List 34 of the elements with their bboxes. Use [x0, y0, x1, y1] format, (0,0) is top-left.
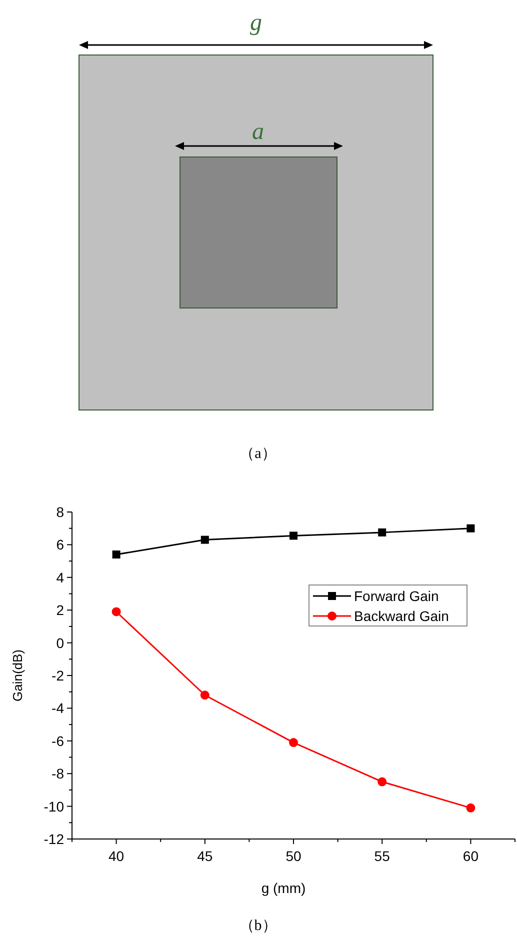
- x-tick-label: 55: [374, 848, 390, 864]
- x-tick-label: 40: [108, 848, 124, 864]
- legend-label: Backward Gain: [354, 608, 449, 624]
- y-tick-label: 2: [56, 602, 64, 618]
- y-axis-title: Gain(dB): [10, 649, 25, 702]
- point: [378, 528, 386, 536]
- x-tick-label: 45: [197, 848, 213, 864]
- y-tick-label: -2: [52, 668, 64, 684]
- text: g: [250, 10, 262, 36]
- y-tick-label: 8: [56, 504, 64, 520]
- x-tick-label: 60: [462, 848, 479, 864]
- point: [200, 690, 210, 700]
- text: a: [252, 119, 264, 145]
- x-tick-label: 50: [286, 848, 302, 864]
- y-tick-label: 0: [56, 634, 64, 651]
- y-tick-label: -6: [52, 732, 64, 749]
- x-axis-title: g (mm): [261, 880, 306, 896]
- y-tick-label: -12: [44, 831, 64, 847]
- point: [200, 536, 209, 544]
- point: [466, 524, 475, 532]
- y-tick-label: 4: [56, 569, 64, 586]
- legend-label: Forward Gain: [354, 588, 439, 604]
- y-tick-label: -10: [44, 798, 64, 814]
- text: （a）: [240, 446, 276, 462]
- point: [378, 777, 387, 786]
- y-tick-label: -4: [52, 700, 64, 716]
- point: [466, 803, 476, 812]
- point: [290, 532, 298, 540]
- point: [112, 550, 120, 559]
- point: [289, 738, 298, 748]
- text: （b）: [239, 918, 277, 934]
- y-tick-label: 6: [56, 536, 64, 553]
- point: [112, 607, 121, 616]
- y-tick-label: -8: [52, 766, 64, 782]
